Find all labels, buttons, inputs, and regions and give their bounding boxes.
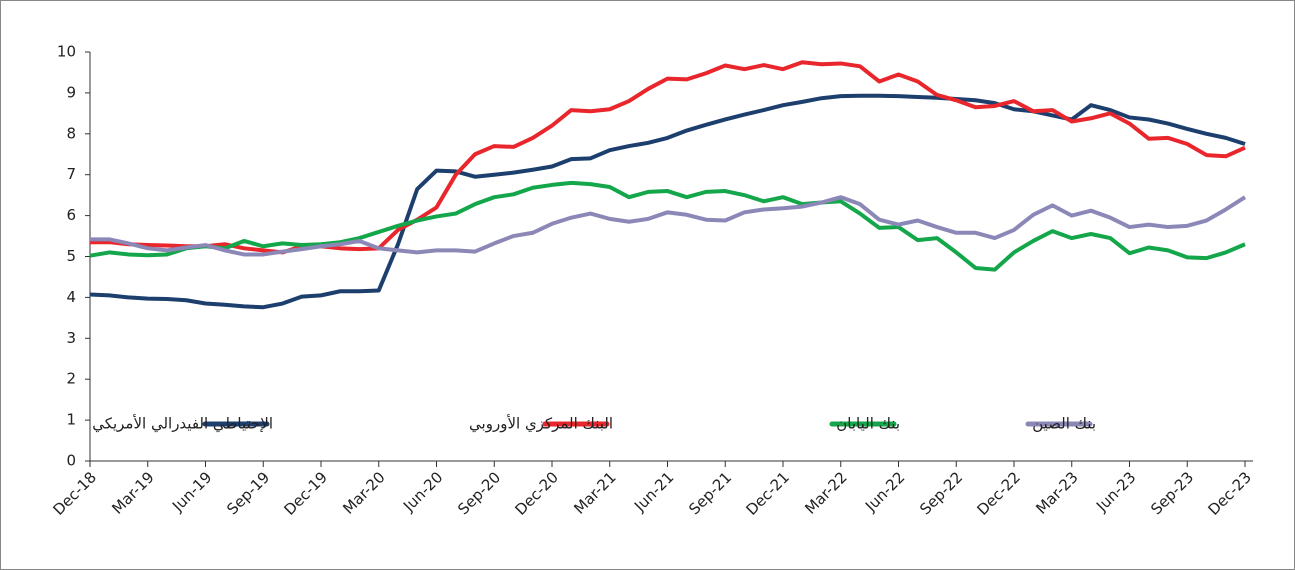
x-tick-label: Dec-18 bbox=[49, 468, 100, 519]
x-tick-label: Dec-19 bbox=[280, 468, 331, 519]
x-tick-label: Dec-20 bbox=[511, 468, 562, 519]
y-tick-label: 4 bbox=[66, 288, 76, 306]
x-tick-label: Jun-22 bbox=[861, 468, 908, 515]
x-tick-label: Jun-21 bbox=[630, 468, 677, 515]
x-tick-label: Sep-20 bbox=[454, 468, 504, 518]
y-tick-label: 5 bbox=[66, 247, 76, 265]
x-tick-label: Dec-22 bbox=[973, 468, 1024, 519]
series-line bbox=[89, 93, 1246, 310]
series-line bbox=[90, 60, 1246, 255]
legend-label: بنك الصين bbox=[1032, 415, 1096, 433]
x-tick-label: Sep-23 bbox=[1147, 468, 1197, 518]
x-tick-label: Sep-21 bbox=[685, 468, 735, 518]
x-tick-label: Sep-22 bbox=[916, 468, 966, 518]
x-tick-label: Jun-23 bbox=[1092, 468, 1139, 515]
y-tick-label: 10 bbox=[57, 43, 76, 61]
x-tick-label: Mar-22 bbox=[801, 468, 850, 517]
x-tick-label: Mar-20 bbox=[339, 468, 388, 517]
x-tick-label: Dec-23 bbox=[1204, 468, 1255, 519]
legend-label: بنك اليابان bbox=[836, 415, 900, 433]
x-tick-label: Dec-21 bbox=[742, 468, 793, 519]
x-tick-label: Sep-19 bbox=[223, 468, 273, 518]
x-tick-label: Mar-21 bbox=[570, 468, 619, 517]
x-tick-label: Mar-23 bbox=[1032, 468, 1081, 517]
legend-label: البنك المركزي الأوروبي bbox=[469, 414, 613, 434]
y-tick-label: 3 bbox=[66, 329, 76, 347]
y-tick-label: 1 bbox=[66, 411, 76, 429]
y-tick-label: 8 bbox=[66, 124, 76, 142]
y-tick-label: 9 bbox=[66, 83, 76, 101]
x-tick-label: Jun-20 bbox=[399, 468, 446, 515]
y-tick-label: 6 bbox=[66, 206, 76, 224]
x-tick-label: Jun-19 bbox=[168, 468, 215, 515]
y-tick-label: 7 bbox=[66, 165, 76, 183]
series-line bbox=[90, 195, 1247, 257]
x-tick-label: Mar-19 bbox=[108, 468, 157, 517]
y-tick-label: 2 bbox=[66, 370, 76, 388]
legend-label: الإحتياطي الفيدرالي الأمريكي bbox=[92, 414, 273, 434]
series-line bbox=[89, 180, 1246, 272]
y-tick-label: 0 bbox=[66, 452, 76, 470]
